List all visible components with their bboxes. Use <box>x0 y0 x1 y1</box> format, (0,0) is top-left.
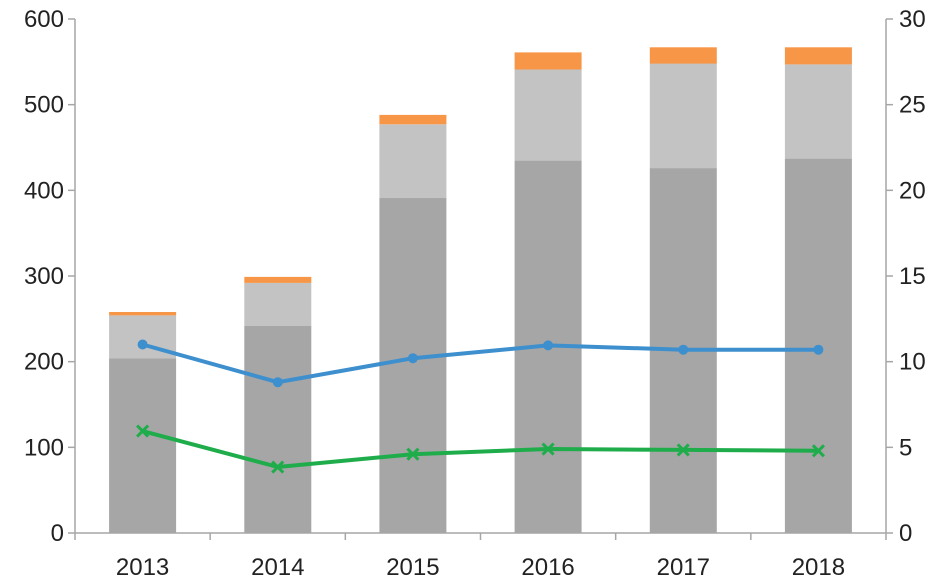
right-tick-label-25: 25 <box>899 92 926 119</box>
line-series-2-point-2015 <box>406 447 420 461</box>
right-tick-label-10: 10 <box>899 349 926 376</box>
bar-2015-segment-3 <box>379 114 447 125</box>
line-series-2 <box>142 429 819 469</box>
left-tick-label-0: 0 <box>51 520 64 547</box>
x-tick-label-2015: 2015 <box>386 554 439 581</box>
line-layer <box>136 339 825 474</box>
left-tick-label-100: 100 <box>24 434 64 461</box>
bar-2014-segment-3 <box>244 276 312 283</box>
right-tick-label-0: 0 <box>899 520 912 547</box>
bar-2016-segment-2 <box>514 69 582 161</box>
line-series-1-point-2016 <box>543 340 554 351</box>
bar-2014-segment-2 <box>244 282 312 326</box>
left-tick-label-600: 600 <box>24 6 64 33</box>
line-series-1-point-2013 <box>137 339 148 350</box>
bar-2014-segment-1 <box>244 325 312 533</box>
right-tick-label-5: 5 <box>899 434 912 461</box>
bar-2017-segment-3 <box>649 47 717 64</box>
bar-2015-segment-1 <box>379 198 447 533</box>
bar-layer <box>109 47 852 533</box>
line-series-2-point-2014 <box>271 460 285 474</box>
line-series-1 <box>142 342 819 385</box>
right-tick-label-20: 20 <box>899 177 926 204</box>
axes-layer: 0 100 200 300 400 500 600 0 5 10 15 20 25 30 2013 2014 2… <box>24 6 926 581</box>
left-tick-label-400: 400 <box>24 177 64 204</box>
line-series-1-point-2014 <box>272 377 283 388</box>
line-series-2-point-2018 <box>811 444 825 458</box>
bar-2013-segment-3 <box>109 312 177 316</box>
line-series-2-point-2013 <box>136 424 150 438</box>
x-tick-label-2017: 2017 <box>657 554 710 581</box>
line-series-2-point-2017 <box>676 443 690 457</box>
x-tick-label-2013: 2013 <box>116 554 169 581</box>
x-tick-label-2018: 2018 <box>792 554 845 581</box>
x-tick-label-2014: 2014 <box>251 554 304 581</box>
left-tick-label-200: 200 <box>24 349 64 376</box>
line-series-1-point-2017 <box>678 344 689 355</box>
bar-2017-segment-2 <box>649 63 717 168</box>
bar-2015-segment-2 <box>379 124 447 199</box>
right-tick-label-15: 15 <box>899 263 926 290</box>
x-tick-label-2016: 2016 <box>521 554 574 581</box>
bar-2018-segment-2 <box>784 64 852 159</box>
right-tick-label-30: 30 <box>899 6 926 33</box>
line-series-1-point-2015 <box>407 353 418 364</box>
line-series-1-point-2018 <box>813 344 824 355</box>
bar-2016-segment-3 <box>514 52 582 70</box>
line-series-2-point-2016 <box>541 442 555 456</box>
bar-2013-segment-1 <box>109 358 177 533</box>
left-tick-label-300: 300 <box>24 263 64 290</box>
bar-2018-segment-3 <box>784 47 852 65</box>
left-tick-label-500: 500 <box>24 92 64 119</box>
